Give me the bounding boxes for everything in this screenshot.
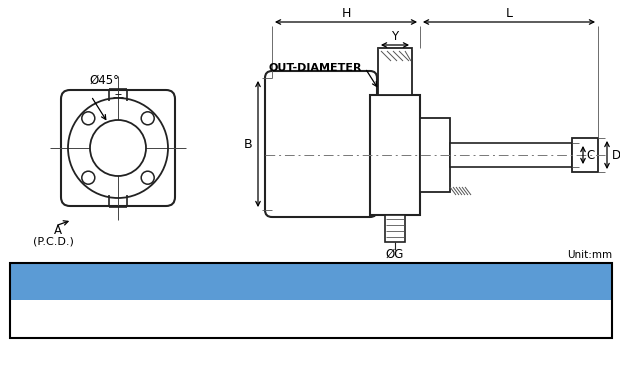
Bar	[420, 118, 450, 192]
Circle shape	[141, 112, 154, 125]
Text: A: A	[54, 224, 62, 236]
Text: Ø90: Ø90	[212, 313, 236, 325]
Text: D: D	[256, 275, 266, 288]
Bar	[10, 263, 612, 300]
Text: Ø8: Ø8	[289, 313, 306, 325]
Text: G: G	[293, 275, 303, 288]
Text: L: L	[505, 6, 513, 19]
Text: POWER: POWER	[22, 275, 71, 288]
Text: A: A	[121, 275, 130, 288]
Bar	[378, 48, 412, 95]
Text: Y: Y	[391, 30, 399, 43]
Bar	[450, 143, 572, 167]
Text: 105: 105	[177, 313, 199, 325]
Text: Unit:mm: Unit:mm	[567, 250, 612, 260]
Circle shape	[141, 171, 154, 184]
Text: B: B	[244, 138, 252, 150]
Text: (P.C.D.): (P.C.D.)	[33, 236, 73, 246]
Circle shape	[82, 171, 95, 184]
Text: H: H	[322, 275, 332, 288]
FancyBboxPatch shape	[61, 90, 175, 206]
Bar	[10, 300, 612, 338]
Text: 160: 160	[316, 313, 339, 325]
Text: C: C	[219, 275, 228, 288]
Bar	[572, 138, 598, 172]
Text: H: H	[342, 6, 351, 19]
Bar	[10, 263, 612, 338]
Text: 1/8 HP: 1/8 HP	[27, 313, 66, 325]
Text: Y: Y	[351, 275, 359, 288]
Bar	[385, 215, 405, 242]
FancyBboxPatch shape	[265, 71, 377, 217]
Text: Ø150: Ø150	[246, 313, 277, 325]
Text: OUT-
DIAMETER: OUT- DIAMETER	[456, 267, 524, 295]
Text: PT 3/8: PT 3/8	[472, 313, 508, 325]
Circle shape	[82, 112, 95, 125]
Text: Ø45°: Ø45°	[89, 74, 119, 86]
Text: D: D	[612, 148, 620, 162]
Text: 19: 19	[347, 313, 363, 325]
Text: ØG: ØG	[386, 248, 404, 261]
Text: 128±0.2: 128±0.2	[100, 313, 151, 325]
Text: C: C	[586, 148, 594, 162]
Text: OUT-DIAMETER: OUT-DIAMETER	[268, 63, 361, 73]
Bar	[370, 95, 420, 215]
Circle shape	[90, 120, 146, 176]
Text: B: B	[184, 275, 192, 288]
